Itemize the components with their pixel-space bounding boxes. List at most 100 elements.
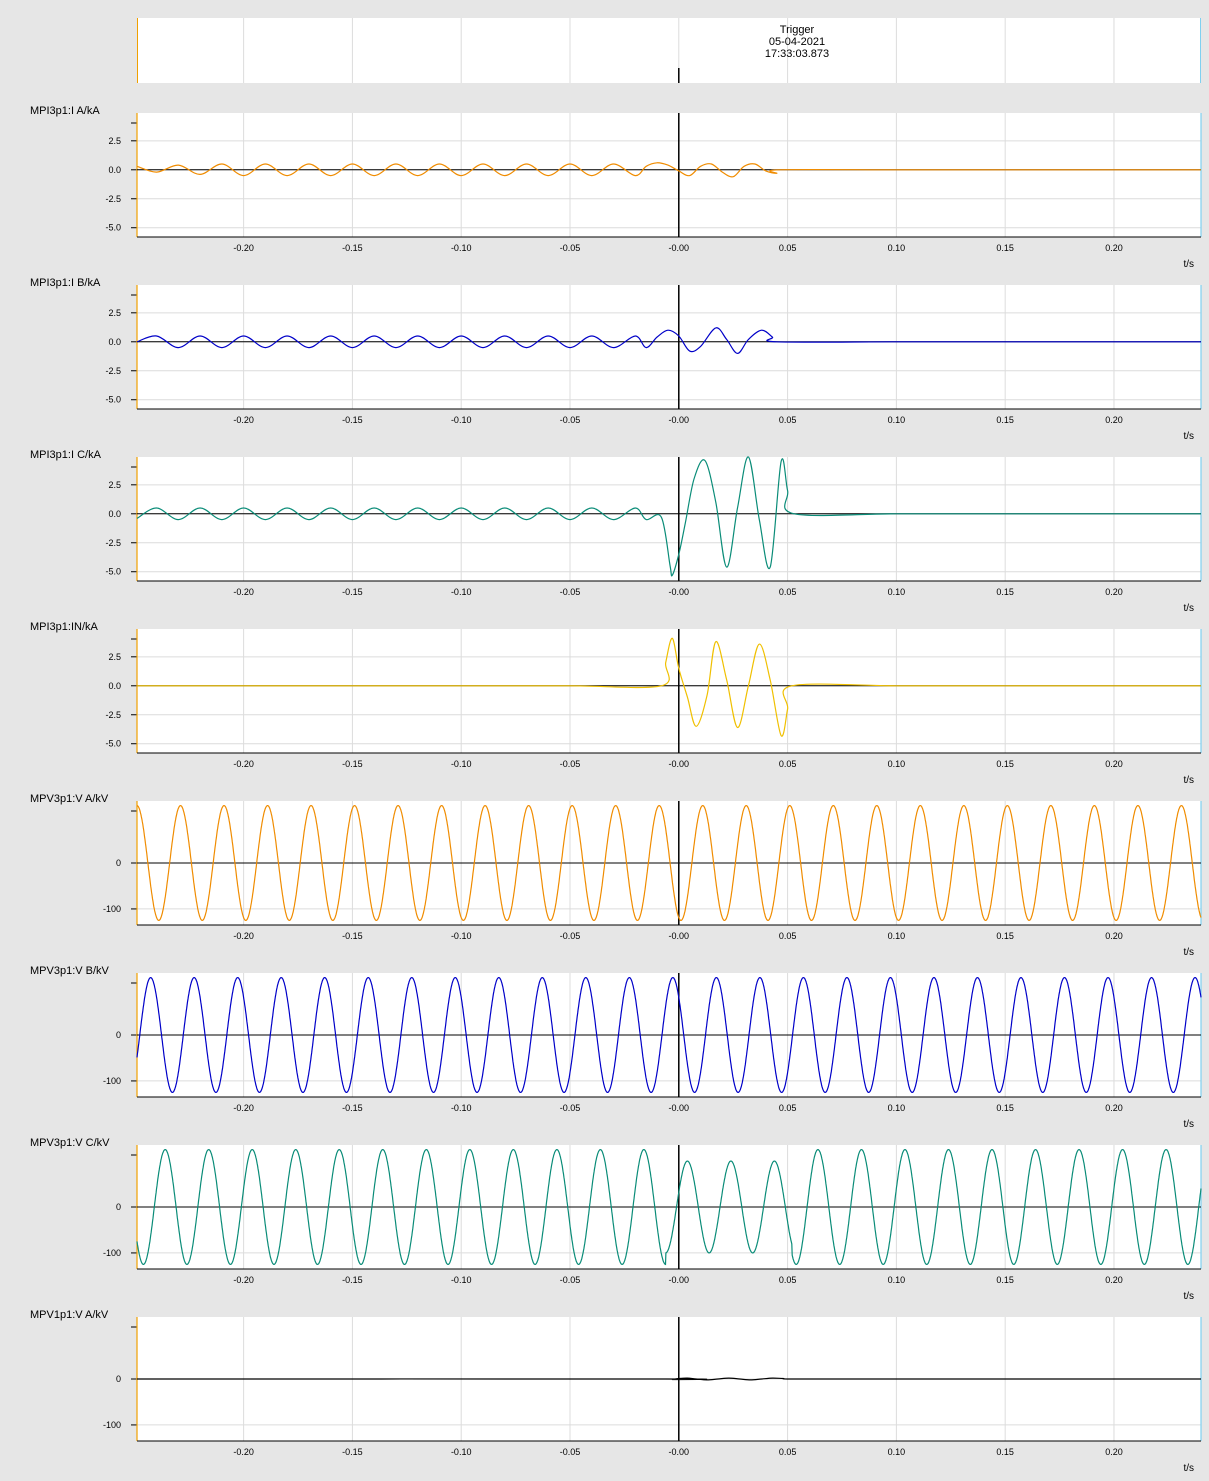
y-tick-label: 0.0: [108, 337, 121, 347]
y-tick-label: 2.5: [108, 136, 121, 146]
plot-area: [137, 285, 1201, 409]
x-tick-label: 0.20: [1105, 415, 1123, 425]
x-tick-label: -0.05: [560, 759, 581, 769]
x-tick-label: -0.10: [451, 587, 472, 597]
y-tick-label: 0: [116, 858, 121, 868]
x-axis-label: t/s: [1183, 775, 1194, 786]
chart-in: 2.5 0.0 -2.5 -5.0 -0.20 -0.15 -0.10 -0.05 -0.00 0…: [105, 629, 1202, 786]
x-tick-label: 0.15: [996, 1447, 1014, 1457]
y-tick-label: 2.5: [108, 652, 121, 662]
chart-ia: 2.5 0.0 -2.5 -5.0 -0.20 -0.15 -0.10 -0.05 -0.00 0…: [105, 113, 1202, 270]
x-tick-label: 0.20: [1105, 1275, 1123, 1285]
channel-label: MPI3p1:I C/kA: [30, 449, 101, 461]
x-tick-label: -0.20: [233, 931, 254, 941]
x-tick-label: -0.15: [342, 415, 363, 425]
x-tick-label: -0.15: [342, 587, 363, 597]
x-tick-label: 0.10: [888, 1275, 906, 1285]
y-tick-label: -2.5: [105, 366, 121, 376]
trigger-date: 05-04-2021: [768, 36, 826, 48]
y-tick-label: -100: [103, 1420, 121, 1430]
y-tick-label: 2.5: [108, 308, 121, 318]
series-line: [136, 1148, 1202, 1266]
chart-ib: 2.5 0.0 -2.5 -5.0 -0.20 -0.15 -0.10 -0.05 -0.00 0…: [105, 285, 1202, 442]
y-tick-label: 0.0: [108, 165, 121, 175]
channel-label: MPI3p1:IN/kA: [30, 621, 98, 633]
y-tick-label: -100: [103, 1248, 121, 1258]
x-tick-label: -0.05: [560, 587, 581, 597]
x-tick-label: -0.10: [451, 1275, 472, 1285]
channel-label: MPI3p1:I B/kA: [30, 277, 101, 289]
x-tick-label: -0.15: [342, 931, 363, 941]
trigger-grid: [137, 18, 1201, 83]
x-tick-label: 0.05: [779, 1275, 797, 1285]
x-tick-label: -0.10: [451, 759, 472, 769]
x-tick-label: -0.00: [669, 759, 690, 769]
y-tick-label: -5.0: [105, 739, 121, 749]
channel-label: MPV3p1:V A/kV: [30, 793, 109, 805]
x-tick-label: 0.05: [779, 931, 797, 941]
chart-panel-ia: MPI3p1:I A/kA 2.5 0.0 -2.5 -5.0 -0.20 -0.15 -0…: [0, 105, 1209, 277]
x-tick-label: -0.20: [233, 1447, 254, 1457]
x-tick-label: -0.05: [560, 1275, 581, 1285]
x-tick-label: -0.00: [669, 1447, 690, 1457]
chart-panel-in: MPI3p1:IN/kA 2.5 0.0 -2.5 -5.0 -0.20 -0.15 -0.…: [0, 621, 1209, 793]
x-tick-label: -0.00: [669, 243, 690, 253]
x-axis-label: t/s: [1183, 1119, 1194, 1130]
x-tick-label: -0.10: [451, 931, 472, 941]
x-tick-label: 0.20: [1105, 1447, 1123, 1457]
chart-panel-vb: MPV3p1:V B/kV 0 -100 -0.20 -0.15 -0.10 -0.05 -…: [0, 965, 1209, 1137]
x-tick-label: -0.00: [669, 1103, 690, 1113]
series-line: [136, 1377, 1201, 1381]
chart-panel-v1a: MPV1p1:V A/kV 0 -100 -0.20 -0.15 -0.10 -0.05 -…: [0, 1309, 1209, 1481]
x-axis-label: t/s: [1183, 1291, 1194, 1302]
x-tick-label: -0.00: [669, 931, 690, 941]
x-tick-label: -0.10: [451, 243, 472, 253]
x-tick-label: -0.20: [233, 415, 254, 425]
y-tick-label: -5.0: [105, 567, 121, 577]
channel-label: MPV1p1:V A/kV: [30, 1309, 109, 1321]
x-tick-label: 0.20: [1105, 243, 1123, 253]
x-tick-label: 0.15: [996, 931, 1014, 941]
x-tick-label: -0.20: [233, 759, 254, 769]
channel-label: MPV3p1:V C/kV: [30, 1137, 110, 1149]
x-tick-label: 0.15: [996, 415, 1014, 425]
y-tick-label: -5.0: [105, 223, 121, 233]
y-tick-label: -100: [103, 1076, 121, 1086]
x-tick-label: 0.10: [888, 1103, 906, 1113]
x-tick-label: 0.20: [1105, 1103, 1123, 1113]
y-tick-label: -2.5: [105, 194, 121, 204]
x-tick-label: 0.10: [888, 415, 906, 425]
plot-area: [137, 629, 1201, 753]
series-line: [137, 637, 1201, 737]
x-tick-label: -0.10: [451, 1447, 472, 1457]
x-tick-label: 0.15: [996, 759, 1014, 769]
chart-panel-ic: MPI3p1:I C/kA 2.5 0.0 -2.5 -5.0 -0.20 -0.15 -0…: [0, 449, 1209, 621]
x-tick-label: 0.05: [779, 587, 797, 597]
x-tick-label: 0.15: [996, 1275, 1014, 1285]
y-tick-label: 0: [116, 1202, 121, 1212]
chart-vb: 0 -100 -0.20 -0.15 -0.10 -0.05 -0.00 0.05 0.10 0.…: [103, 973, 1202, 1130]
y-tick-label: -2.5: [105, 710, 121, 720]
x-tick-label: -0.05: [560, 1103, 581, 1113]
x-tick-label: -0.20: [233, 1103, 254, 1113]
x-tick-label: -0.00: [669, 587, 690, 597]
x-tick-label: -0.05: [560, 243, 581, 253]
x-tick-label: -0.00: [669, 415, 690, 425]
y-tick-label: 2.5: [108, 480, 121, 490]
x-axis-label: t/s: [1183, 1463, 1194, 1474]
y-tick-label: 0: [116, 1374, 121, 1384]
x-tick-label: 0.05: [779, 759, 797, 769]
channel-label: MPI3p1:I A/kA: [30, 105, 100, 117]
chart-panel-vc: MPV3p1:V C/kV 0 -100 -0.20 -0.15 -0.10 -0.05 -…: [0, 1137, 1209, 1309]
x-tick-label: -0.00: [669, 1275, 690, 1285]
x-axis-label: t/s: [1183, 603, 1194, 614]
x-tick-label: -0.20: [233, 1275, 254, 1285]
x-tick-label: 0.20: [1105, 759, 1123, 769]
plot-area: [137, 113, 1201, 237]
x-axis-label: t/s: [1183, 259, 1194, 270]
x-tick-label: -0.10: [451, 1103, 472, 1113]
chart-ic: 2.5 0.0 -2.5 -5.0 -0.20 -0.15 -0.10 -0.05 -0.00 0…: [105, 456, 1202, 614]
x-tick-label: 0.10: [888, 759, 906, 769]
y-tick-label: 0.0: [108, 681, 121, 691]
